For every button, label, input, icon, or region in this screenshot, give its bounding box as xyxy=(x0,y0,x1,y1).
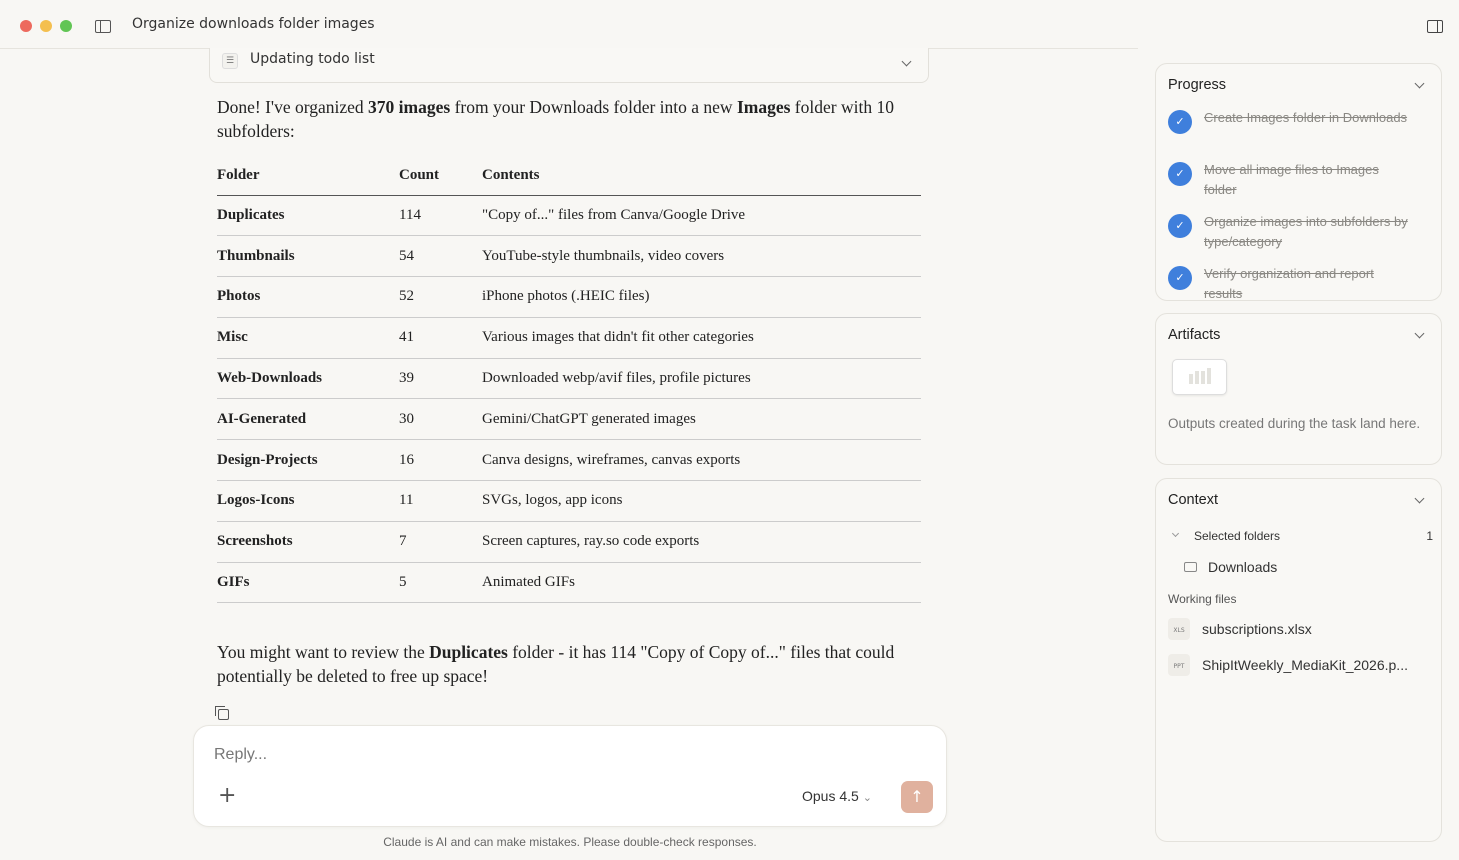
cell-contents: YouTube-style thumbnails, video covers xyxy=(482,235,921,278)
step-label: Create Images folder in Downloads xyxy=(1204,110,1408,125)
file-icon: XLS xyxy=(1168,618,1190,640)
cell-folder: Web-Downloads xyxy=(217,358,399,400)
folder-icon xyxy=(1184,562,1197,572)
message-outro: You might want to review the Duplicates … xyxy=(217,642,895,686)
chevron-down-icon[interactable] xyxy=(1414,328,1425,339)
cell-count: 16 xyxy=(399,439,482,482)
file-icon: PPT xyxy=(1168,654,1190,676)
cell-contents: Gemini/ChatGPT generated images xyxy=(482,398,921,441)
cell-folder: Thumbnails xyxy=(217,235,399,278)
cell-folder: Misc xyxy=(217,317,399,359)
step-label: Verify organization and report results xyxy=(1204,266,1374,301)
table-row: Web-Downloads 39 Downloaded webp/avif file… xyxy=(217,358,921,400)
cell-folder: Screenshots xyxy=(217,521,399,563)
progress-card: Progress ✓ Create Images folder in Downlo… xyxy=(1155,63,1442,301)
cell-count: 41 xyxy=(399,317,482,359)
table-row: Photos 52 iPhone photos (.HEIC files) xyxy=(217,276,921,318)
header-count: Count xyxy=(399,156,482,196)
table-row: Design-Projects 16 Canva designs, wirefram… xyxy=(217,439,921,482)
cell-count: 114 xyxy=(399,195,482,237)
cell-folder: Photos xyxy=(217,276,399,318)
cell-count: 5 xyxy=(399,562,482,604)
folder-summary-table: Folder Count Contents Duplicates 114 "Copy… xyxy=(217,156,921,604)
arrow-up-icon: ↑ xyxy=(910,787,924,806)
check-circle-icon: ✓ xyxy=(1168,266,1192,290)
header-folder: Folder xyxy=(217,156,399,196)
cell-folder: Duplicates xyxy=(217,195,399,237)
todo-status-bar[interactable]: ☰ Updating todo list xyxy=(209,48,929,83)
maximize-window-button[interactable] xyxy=(60,20,72,32)
working-file-item[interactable]: subscriptions.xlsx xyxy=(1202,621,1312,637)
working-files-label: Working files xyxy=(1168,592,1237,606)
cell-folder: Logos-Icons xyxy=(217,480,399,522)
header-contents: Contents xyxy=(482,156,921,196)
chevron-down-icon: ⌄ xyxy=(862,792,872,804)
table-row: Screenshots 7 Screen captures, ray.so code… xyxy=(217,521,921,563)
cell-count: 30 xyxy=(399,398,482,441)
model-selector[interactable]: Opus 4.5 ⌄ xyxy=(802,788,872,804)
close-window-button[interactable] xyxy=(20,20,32,32)
todo-status-label: Updating todo list xyxy=(250,51,375,67)
cell-count: 11 xyxy=(399,480,482,522)
cell-contents: Canva designs, wireframes, canvas export… xyxy=(482,439,921,482)
check-circle-icon: ✓ xyxy=(1168,162,1192,186)
title-bar: Organize downloads folder images xyxy=(0,0,1459,48)
model-name: Opus 4.5 xyxy=(802,788,859,804)
right-panel-toggle-icon[interactable] xyxy=(1427,20,1443,33)
progress-title: Progress xyxy=(1168,77,1227,93)
step-label: Organize images into subfolders by type/… xyxy=(1204,214,1408,249)
working-file-item[interactable]: ShipItWeekly_MediaKit_2026.p... xyxy=(1202,657,1408,673)
table-row: GIFs 5 Animated GIFs xyxy=(217,562,921,604)
artifacts-empty-text: Outputs created during the task land her… xyxy=(1168,416,1421,431)
reply-input[interactable] xyxy=(214,746,714,764)
cell-contents: Downloaded webp/avif files, profile pict… xyxy=(482,358,921,400)
cell-folder: GIFs xyxy=(217,562,399,604)
cell-count: 52 xyxy=(399,276,482,318)
composer: + Opus 4.5 ⌄ ↑ xyxy=(193,725,947,827)
chevron-down-icon[interactable] xyxy=(901,56,912,67)
checklist-icon: ☰ xyxy=(222,53,238,69)
artifacts-title: Artifacts xyxy=(1168,327,1221,343)
add-attachment-button[interactable]: + xyxy=(218,783,237,808)
table-row: AI-Generated 30 Gemini/ChatGPT generated i… xyxy=(217,398,921,441)
context-card: Context Selected folders 1 Downloads Wor… xyxy=(1155,478,1442,842)
table-row: Logos-Icons 11 SVGs, logos, app icons xyxy=(217,480,921,522)
check-circle-icon: ✓ xyxy=(1168,110,1192,134)
check-circle-icon: ✓ xyxy=(1168,214,1192,238)
minimize-window-button[interactable] xyxy=(40,20,52,32)
cell-contents: Animated GIFs xyxy=(482,562,921,604)
conversation-title: Organize downloads folder images xyxy=(132,16,375,32)
cell-folder: Design-Projects xyxy=(217,439,399,482)
chevron-down-icon xyxy=(1171,529,1180,538)
sidebar-toggle-icon[interactable] xyxy=(95,20,111,33)
selected-folders-label: Selected folders xyxy=(1194,529,1281,543)
send-button[interactable]: ↑ xyxy=(901,781,933,813)
table-row: Misc 41 Various images that didn't fit oth… xyxy=(217,317,921,359)
table-row: Duplicates 114 "Copy of..." files from Can… xyxy=(217,195,921,237)
cell-count: 7 xyxy=(399,521,482,563)
chevron-down-icon[interactable] xyxy=(1414,78,1425,89)
cell-contents: SVGs, logos, app icons xyxy=(482,480,921,522)
table-header-row: Folder Count Contents xyxy=(217,156,921,196)
table-row: Thumbnails 54 YouTube-style thumbnails, vi… xyxy=(217,235,921,278)
cell-contents: "Copy of..." files from Canva/Google Dri… xyxy=(482,195,921,237)
cell-folder: AI-Generated xyxy=(217,398,399,441)
message-intro: Done! I've organized 370 images from you… xyxy=(217,97,894,141)
cell-contents: Various images that didn't fit other cat… xyxy=(482,317,921,359)
copy-icon[interactable] xyxy=(215,706,229,720)
cell-count: 54 xyxy=(399,235,482,278)
chevron-down-icon[interactable] xyxy=(1414,493,1425,504)
artifacts-card: Artifacts Outputs created during the tas… xyxy=(1155,313,1442,465)
step-label: Move all image files to Images folder xyxy=(1204,162,1379,197)
context-title: Context xyxy=(1168,492,1218,508)
disclaimer: Claude is AI and can make mistakes. Plea… xyxy=(383,835,757,849)
folder-name: Downloads xyxy=(1208,559,1278,575)
cell-contents: iPhone photos (.HEIC files) xyxy=(482,276,921,318)
selected-folders-count: 1 xyxy=(1426,529,1433,543)
artifact-placeholder-icon xyxy=(1172,359,1227,395)
cell-contents: Screen captures, ray.so code exports xyxy=(482,521,921,563)
cell-count: 39 xyxy=(399,358,482,400)
